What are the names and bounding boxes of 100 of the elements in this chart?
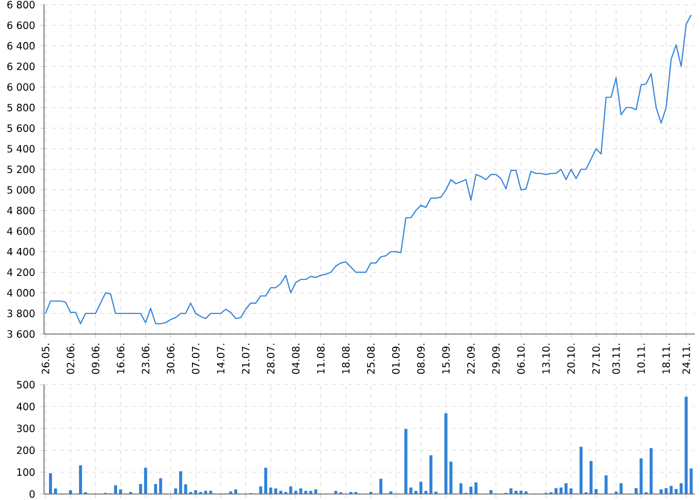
y-tick-label: 300	[16, 424, 35, 432]
x-tick-label: 29.09.	[492, 344, 500, 374]
bar	[650, 448, 653, 494]
bar	[179, 471, 182, 494]
y-tick-label: 6 000	[7, 83, 35, 91]
bar	[640, 458, 643, 494]
bar	[489, 490, 492, 494]
x-tick-label: 11.08.	[317, 344, 325, 374]
y-tick-label: 4 400	[7, 248, 35, 256]
bar	[684, 396, 688, 494]
bar	[234, 489, 238, 494]
x-tick-label: 26.05.	[42, 344, 50, 374]
bar	[54, 488, 58, 494]
bar	[514, 490, 518, 494]
bar	[459, 483, 462, 494]
bar	[469, 486, 472, 494]
bar	[509, 488, 512, 494]
bar	[379, 478, 382, 494]
bar	[570, 488, 573, 494]
x-tick-label: 27.10.	[592, 344, 600, 374]
bar	[309, 490, 312, 494]
bar	[404, 429, 408, 494]
bar	[580, 446, 583, 494]
y-tick-label: 100	[17, 468, 35, 476]
y-tick-label: 4 000	[7, 289, 35, 297]
bar	[634, 488, 638, 494]
x-tick-label: 28.07.	[266, 344, 275, 374]
x-tick-label: 20.10.	[567, 344, 575, 374]
bar	[590, 460, 593, 494]
x-tick-label: 13.10.	[542, 344, 550, 374]
bar	[154, 484, 158, 494]
x-tick-label: 23.06.	[142, 344, 150, 374]
bar	[334, 490, 338, 494]
bar	[670, 486, 673, 494]
y-tick-label: 3 600	[7, 330, 35, 338]
bar	[79, 465, 82, 494]
y-tick-label: 400	[16, 402, 35, 410]
x-tick-label: 15.09.	[442, 344, 450, 374]
x-tick-label: 03.11.	[612, 344, 620, 374]
x-tick-label: 10.11.	[637, 344, 645, 374]
y-tick-label: 6 600	[7, 21, 35, 30]
y-tick-label: 5 800	[7, 104, 35, 112]
bar	[299, 488, 302, 494]
bar	[409, 487, 412, 494]
bar	[449, 462, 452, 494]
bar	[664, 488, 668, 494]
bar	[159, 478, 162, 494]
bar	[119, 489, 122, 494]
bar	[229, 491, 232, 494]
bar	[69, 490, 72, 494]
x-tick-label: 24.11.	[682, 344, 690, 374]
y-tick-label: 6 200	[7, 62, 35, 70]
x-tick-label: 30.06.	[166, 344, 174, 374]
bar	[49, 473, 52, 494]
y-tick-label: 5 600	[7, 124, 35, 132]
bar	[594, 488, 598, 494]
bar	[660, 489, 663, 494]
bar	[690, 468, 693, 494]
bar	[294, 490, 298, 494]
bar	[139, 484, 142, 494]
bar	[674, 488, 678, 494]
bar	[519, 490, 522, 494]
bar	[554, 488, 558, 494]
x-tick-label: 01.09.	[392, 344, 400, 374]
bar	[174, 488, 178, 494]
x-tick-label: 04.08.	[292, 344, 300, 374]
bar	[144, 468, 148, 494]
x-tick-label: 21.07.	[242, 344, 250, 374]
bar	[264, 468, 268, 494]
x-tick-label: 22.09.	[467, 344, 475, 374]
bar	[424, 490, 428, 494]
y-tick-label: 0	[30, 490, 35, 498]
x-tick-label: 02.06.	[66, 344, 74, 374]
bar	[444, 413, 448, 494]
y-tick-label: 3 800	[7, 310, 35, 318]
bar	[289, 486, 292, 494]
bar	[259, 486, 262, 494]
bar	[209, 490, 212, 494]
y-tick-label: 5 000	[7, 186, 35, 194]
bar	[564, 483, 568, 494]
y-tick-label: 4 600	[7, 227, 35, 235]
bar	[429, 455, 432, 494]
y-tick-label: 5 200	[7, 166, 35, 174]
bar	[604, 475, 608, 494]
y-tick-label: 4 200	[7, 268, 35, 276]
bar	[560, 487, 563, 494]
y-tick-label: 6 800	[7, 0, 35, 8]
bar	[474, 482, 478, 494]
x-tick-label: 09.06.	[92, 344, 100, 374]
x-tick-label: 14.07.	[216, 344, 224, 374]
bar	[269, 487, 272, 494]
bar	[114, 485, 118, 494]
x-tick-label: 25.08.	[367, 344, 375, 374]
y-tick-label: 5 400	[7, 144, 35, 153]
y-tick-label: 4 800	[7, 206, 35, 214]
bar	[524, 491, 528, 494]
x-tick-label: 18.08.	[342, 344, 350, 374]
bar	[194, 490, 198, 494]
y-tick-label: 500	[16, 380, 35, 388]
y-tick-label: 6 400	[7, 42, 35, 50]
